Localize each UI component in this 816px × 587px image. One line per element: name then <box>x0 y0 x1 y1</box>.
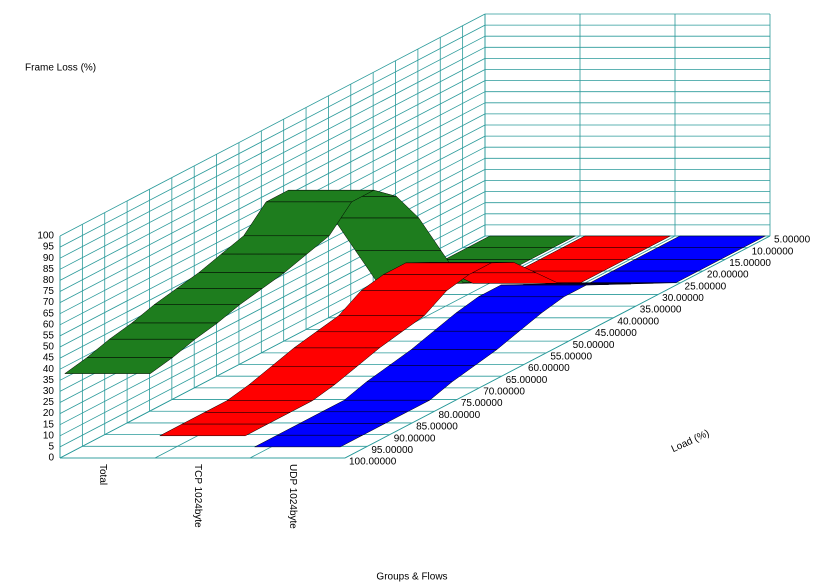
z-tick-label: 50.00000 <box>573 340 615 351</box>
axis-line <box>344 235 771 459</box>
ribbon-segment <box>657 235 766 248</box>
z-tick-label: 15.00000 <box>729 258 771 269</box>
ribbon-segment <box>338 290 448 316</box>
y-tick-label: 65 <box>43 308 55 319</box>
z-tick-label: 80.00000 <box>438 410 480 421</box>
ribbon-segment <box>64 357 174 374</box>
ribbon-segment <box>467 235 576 248</box>
grid-line <box>59 35 486 259</box>
grid-line <box>59 69 486 292</box>
z-tick-label: 100.00000 <box>349 457 397 468</box>
x-tick-label: TCP 1024byte <box>192 464 203 528</box>
z-axis-label: Load (%) <box>670 428 711 455</box>
ribbon-segment <box>478 284 587 298</box>
z-tick-label: 35.00000 <box>640 305 682 316</box>
y-tick-label: 20 <box>43 408 55 419</box>
ribbon-segment <box>562 235 671 248</box>
z-tick-label: 10.00000 <box>752 246 794 257</box>
z-tick-label: 70.00000 <box>483 387 525 398</box>
grid-line <box>59 13 486 237</box>
ribbon-segment <box>321 399 430 413</box>
ribbon-segment <box>243 201 353 237</box>
z-tick-label: 20.00000 <box>707 270 749 281</box>
ribbon-segment <box>86 338 196 358</box>
grid-line <box>59 58 486 281</box>
ribbon-segment <box>131 304 241 324</box>
ribbon-segment <box>539 247 649 260</box>
y-tick-label: 95 <box>43 242 55 253</box>
z-tick-label: 85.00000 <box>416 422 458 433</box>
ribbon-segment <box>590 270 699 283</box>
grid-line <box>59 80 486 303</box>
ribbon-segment <box>198 253 308 273</box>
grid-line <box>59 24 486 248</box>
y-tick-label: 0 <box>48 453 54 464</box>
z-tick-label: 95.00000 <box>371 445 413 456</box>
y-tick-label: 10 <box>43 430 55 441</box>
y-tick-label: 60 <box>43 319 55 330</box>
ribbon-segment <box>432 312 543 332</box>
z-tick-label: 5.00000 <box>774 235 811 246</box>
y-tick-label: 100 <box>37 231 54 242</box>
y-tick-label: 80 <box>43 275 55 286</box>
z-tick-label: 60.00000 <box>528 363 570 374</box>
ribbon-segment <box>220 235 330 255</box>
z-tick-label: 90.00000 <box>394 433 436 444</box>
y-tick-label: 40 <box>43 364 55 375</box>
x-tick-label: UDP 1024byte <box>287 464 298 529</box>
y-tick-label: 75 <box>43 286 55 297</box>
ribbon-segment <box>388 349 498 366</box>
ribbon-segment <box>226 384 336 401</box>
z-tick-label: 30.00000 <box>662 293 704 304</box>
ribbon-segment <box>444 247 554 260</box>
ribbon-segment <box>248 366 358 385</box>
ribbon-segment <box>293 331 403 349</box>
z-tick-label: 25.00000 <box>685 281 727 292</box>
z-tick-label: 55.00000 <box>550 351 592 362</box>
y-tick-label: 85 <box>43 264 55 275</box>
grid-line <box>59 46 486 270</box>
y-tick-label: 15 <box>43 419 55 430</box>
x-tick-label: Total <box>97 464 108 485</box>
z-tick-label: 65.00000 <box>506 375 548 386</box>
ribbon-segment <box>181 412 291 425</box>
y-tick-label: 25 <box>43 397 55 408</box>
y-tick-label: 45 <box>43 353 55 364</box>
ribbon-segment <box>634 247 744 260</box>
y-tick-label: 30 <box>43 386 55 397</box>
ribbon-segment <box>276 423 386 436</box>
ribbon-segment <box>254 434 363 448</box>
ribbon-segment <box>365 365 476 383</box>
ribbon-segment <box>517 259 626 272</box>
y-tick-label: 55 <box>43 331 55 342</box>
ribbon-segment <box>108 322 219 340</box>
y-tick-label: 90 <box>43 253 55 264</box>
ribbon-segment <box>343 381 453 401</box>
ribbon-segment <box>175 272 286 289</box>
ribbon-segment <box>159 423 268 437</box>
x-axis-label: Groups & Flows <box>376 572 447 583</box>
z-tick-label: 40.00000 <box>617 316 659 327</box>
y-tick-label: 50 <box>43 342 55 353</box>
ribbon-segment <box>153 288 263 305</box>
ribbon-segment <box>299 411 408 424</box>
ribbon-segment <box>612 259 721 272</box>
ribbon-segment <box>455 296 565 314</box>
y-tick-label: 70 <box>43 297 55 308</box>
y-axis-label: Frame Loss (%) <box>25 63 96 74</box>
y-tick-label: 5 <box>48 442 54 453</box>
z-tick-label: 75.00000 <box>461 398 503 409</box>
ribbon-segment <box>204 400 313 413</box>
ribbon-segment <box>270 347 381 367</box>
z-tick-label: 45.00000 <box>595 328 637 339</box>
ribbon-segment <box>410 330 520 350</box>
y-tick-label: 35 <box>43 375 55 386</box>
